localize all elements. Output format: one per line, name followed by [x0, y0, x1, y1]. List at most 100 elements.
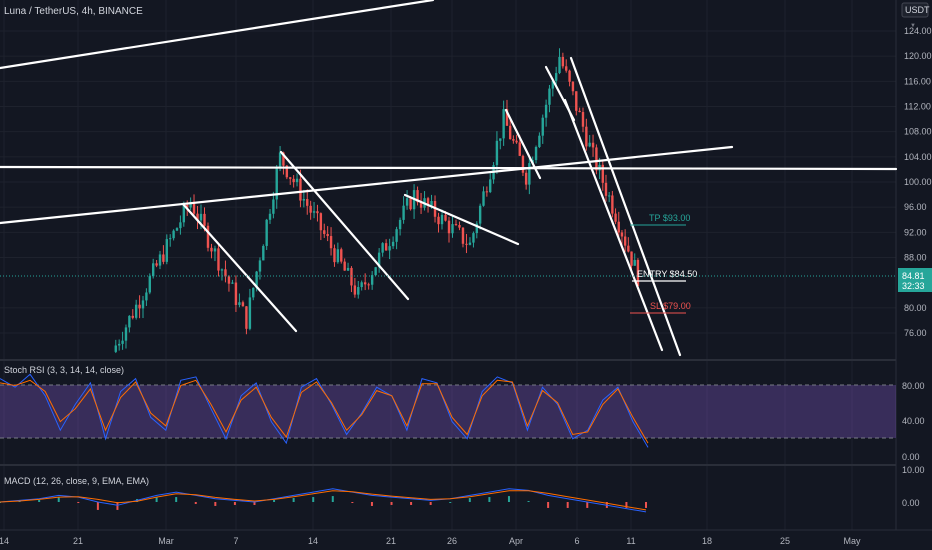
candle-body	[145, 292, 148, 301]
currency-label: USDT	[905, 5, 930, 15]
candle-body	[340, 249, 343, 262]
time-tick-label: 25	[780, 536, 790, 546]
macd-histogram-bar	[449, 502, 452, 503]
currency-chevron-icon: ▼	[910, 23, 916, 29]
price-tick-label: 124.00	[904, 26, 932, 36]
price-axis[interactable]: 124.00 120.00 116.00 112.00 108.00 104.00 100.…	[904, 26, 932, 338]
candle-body	[558, 56, 561, 74]
price-tick-label: 76.00	[904, 328, 927, 338]
trendline-channel-lower[interactable]	[563, 98, 664, 352]
trendline-horizontal-resistance[interactable]	[0, 165, 898, 171]
candle-body	[262, 245, 265, 261]
candle-body	[179, 222, 182, 229]
candle-body	[391, 241, 395, 247]
candle-body	[275, 168, 278, 200]
candle-body	[515, 140, 518, 143]
candle-body	[495, 140, 499, 166]
candle-body	[440, 214, 444, 225]
candle-body	[437, 216, 440, 225]
candle-body	[472, 233, 475, 243]
time-tick-label: 21	[386, 536, 396, 546]
candle-body	[319, 213, 323, 231]
candle-body	[234, 282, 238, 305]
candle-body	[528, 163, 531, 185]
candle-body	[241, 302, 245, 307]
candle-body	[148, 276, 151, 293]
time-tick-label: Mar	[158, 536, 174, 546]
macd-lines	[0, 488, 647, 513]
candle-body	[326, 233, 329, 237]
candle-body	[360, 282, 363, 288]
candle-body	[388, 246, 391, 251]
candle-body	[245, 306, 248, 329]
time-tick-label: 18	[702, 536, 712, 546]
candle-body	[561, 56, 565, 67]
current-price-value: 84.81	[902, 271, 925, 281]
time-tick-label: 7	[233, 536, 238, 546]
candle-body	[302, 198, 306, 201]
trendline-down-2[interactable]	[279, 150, 410, 301]
price-tick-label: 116.00	[904, 76, 931, 86]
candle-body	[336, 249, 340, 263]
candle-body	[252, 287, 255, 298]
tp-label: TP $93.00	[649, 213, 690, 223]
candle-body	[607, 195, 611, 197]
candle-body	[447, 220, 451, 234]
time-tick-label: 14	[0, 536, 9, 546]
candle-body	[502, 109, 505, 139]
macd-histogram-bar	[625, 502, 628, 508]
candle-body	[121, 340, 124, 344]
macd-axis-0: 0.00	[902, 498, 920, 508]
macd-histogram-bar	[507, 496, 510, 502]
candle-body	[627, 245, 630, 252]
candle-body	[367, 284, 370, 286]
price-tick-label: 100.00	[904, 177, 932, 187]
candle-body	[165, 239, 169, 262]
candle-body	[620, 232, 624, 237]
candle-body	[158, 254, 162, 266]
candle-body	[505, 109, 509, 126]
countdown-value: 32:33	[902, 281, 925, 291]
candle-body	[409, 198, 412, 210]
candle-body	[633, 259, 636, 266]
macd-histogram-bar	[566, 502, 569, 508]
macd-histogram-bar	[194, 502, 197, 504]
trendline-down-4[interactable]	[504, 108, 542, 180]
candle-body	[568, 70, 571, 82]
time-tick-label: Apr	[509, 536, 523, 546]
candle-body	[541, 117, 544, 136]
candle-body	[329, 236, 333, 249]
candle-body	[512, 139, 515, 141]
time-axis[interactable]: 14 21 Mar 7 14 21 26 Apr 6 11 18 25 May	[0, 536, 861, 546]
time-tick-label: 21	[73, 536, 83, 546]
trendline-down-1[interactable]	[181, 202, 298, 333]
candle-body	[265, 219, 268, 246]
trendline-channel-upper[interactable]	[569, 56, 682, 357]
candle-body	[268, 213, 272, 220]
candle-body	[224, 269, 227, 277]
candle-body	[384, 243, 388, 251]
candle-body	[309, 205, 312, 213]
time-tick-label: 14	[308, 536, 318, 546]
macd-histogram-bar	[0, 502, 1, 503]
candle-body	[192, 201, 196, 214]
macd-histogram-bar	[547, 502, 550, 508]
candle-body	[189, 201, 192, 208]
macd-histogram-bar	[331, 496, 334, 502]
candle-body	[521, 155, 525, 173]
time-tick-label: 6	[574, 536, 579, 546]
trendline-down-3[interactable]	[403, 193, 520, 246]
trendline-top-channel[interactable]	[0, 0, 435, 70]
stoch-d-line	[0, 379, 649, 444]
trendline-rising-support[interactable]	[0, 145, 734, 225]
candle-body	[151, 263, 155, 277]
currency-button[interactable]	[901, 2, 929, 18]
candle-body	[588, 142, 591, 147]
candle-body	[465, 243, 468, 245]
candle-body	[306, 198, 309, 206]
candle-body	[175, 228, 179, 231]
macd-histogram-bar	[116, 502, 119, 510]
candle-body	[444, 214, 447, 221]
